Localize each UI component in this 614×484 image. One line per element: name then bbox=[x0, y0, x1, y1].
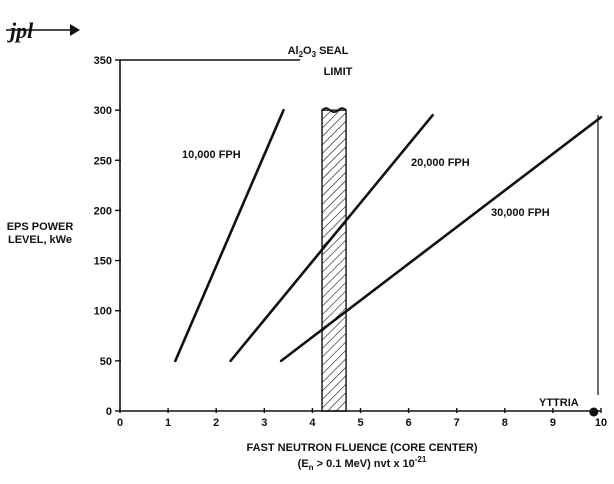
y-axis-label-line1: EPS POWER bbox=[7, 221, 74, 233]
series-line-2 bbox=[279, 115, 603, 363]
jpl-logo: jpl bbox=[6, 18, 80, 43]
x-tick-label: 3 bbox=[261, 417, 267, 429]
x-tick-label: 8 bbox=[502, 417, 508, 429]
x-axis-label-line2: (En > 0.1 MeV) nvt x 10-21 bbox=[298, 455, 427, 472]
ticks: 0 50 100 150 200 250 300 350 0 1 2 3 4 5 6 7 8 9 10 bbox=[94, 55, 607, 429]
x-tick-label: 4 bbox=[309, 417, 316, 429]
seal-limit-top bbox=[321, 107, 347, 113]
yttria-point bbox=[589, 407, 599, 417]
y-axis-label-line2: LEVEL, kWe bbox=[8, 234, 72, 246]
axes bbox=[119, 59, 601, 412]
series-label-30000: 30,000 FPH bbox=[491, 207, 550, 219]
y-tick-label: 300 bbox=[94, 105, 112, 117]
y-tick-label: 250 bbox=[94, 155, 112, 167]
series-label-10000: 10,000 FPH bbox=[182, 149, 241, 161]
x-tick-label: 9 bbox=[550, 417, 556, 429]
x-tick-label: 2 bbox=[213, 417, 219, 429]
series-line-0 bbox=[174, 108, 285, 363]
x-axis-label-line1: FAST NEUTRON FLUENCE (CORE CENTER) bbox=[247, 442, 478, 454]
x-tick-label: 0 bbox=[117, 417, 123, 429]
x-tick-label: 5 bbox=[357, 417, 363, 429]
y-tick-label: 100 bbox=[94, 306, 112, 318]
series-line-1 bbox=[229, 113, 434, 363]
y-tick-label: 150 bbox=[94, 256, 112, 268]
x-tick-label: 10 bbox=[595, 417, 607, 429]
seal-limit-band bbox=[321, 109, 347, 412]
x-tick-label: 6 bbox=[406, 417, 412, 429]
y-tick-label: 350 bbox=[94, 55, 112, 67]
series-label-20000: 20,000 FPH bbox=[411, 157, 470, 169]
y-tick-label: 0 bbox=[106, 406, 112, 418]
arrow-right-icon bbox=[70, 24, 80, 36]
x-tick-label: 7 bbox=[454, 417, 460, 429]
seal-limit-label-line1: Al2O3 SEAL bbox=[288, 45, 349, 59]
yttria-label: YTTRIA bbox=[539, 397, 579, 409]
y-tick-label: 50 bbox=[100, 356, 112, 368]
seal-limit-label-line2: LIMIT bbox=[324, 66, 353, 78]
y-tick-label: 200 bbox=[94, 205, 112, 217]
chart-marks bbox=[174, 107, 603, 417]
x-tick-label: 1 bbox=[165, 417, 171, 429]
